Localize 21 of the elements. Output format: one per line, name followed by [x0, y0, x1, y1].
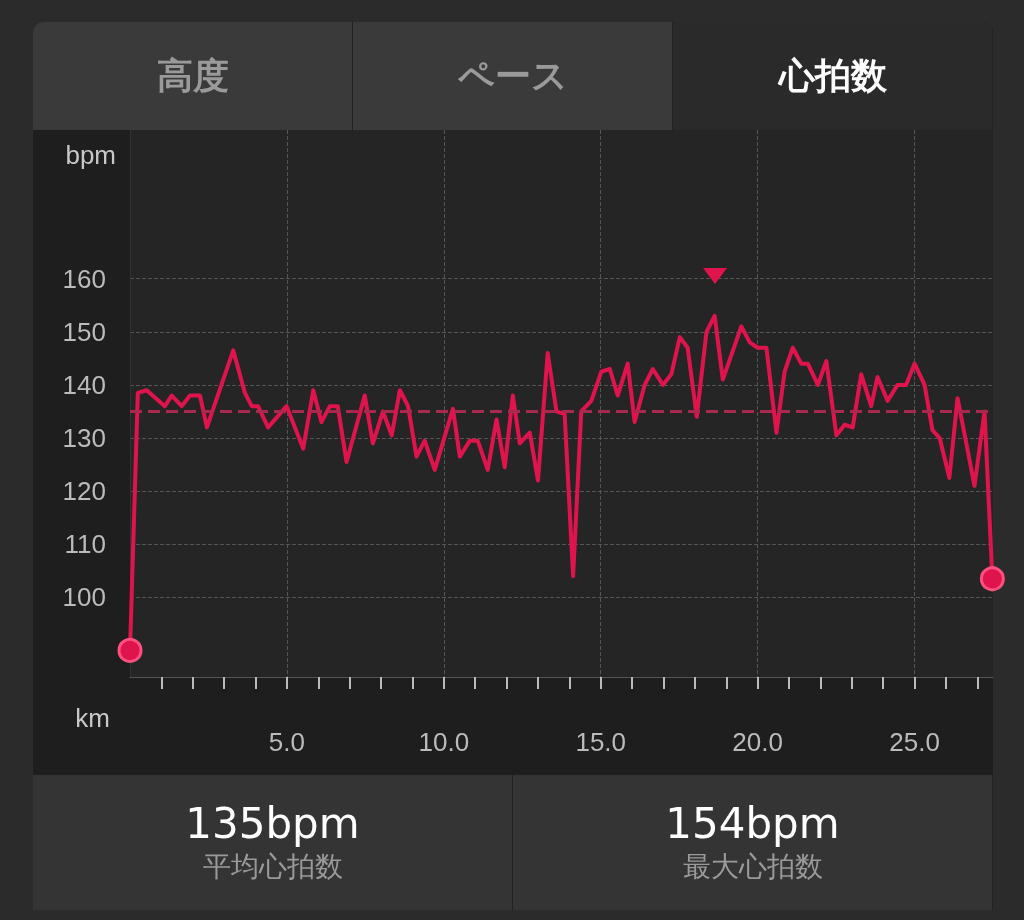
text: ペース: [353, 22, 673, 130]
y-tick-label: 130: [62, 423, 106, 454]
y-tick-label: 110: [64, 529, 106, 560]
x-tick-label: 10.0: [418, 727, 470, 757]
text: 最大心拍数: [682, 849, 823, 885]
y-tick-label: 100: [62, 582, 106, 613]
text: 平均心拍数: [202, 849, 343, 885]
text: 高度: [33, 22, 353, 130]
x-tick-label: 5.0: [268, 727, 305, 757]
text: 135bpm: [185, 799, 360, 848]
x-tick-label: 25.0: [889, 727, 940, 757]
y-tick-label: 150: [62, 316, 106, 347]
text: 心拍数: [673, 22, 993, 130]
text: 154bpm: [665, 799, 840, 848]
y-tick-label: 140: [62, 369, 106, 400]
y-axis-title: bpm: [65, 140, 116, 170]
x-axis-title: km: [75, 703, 110, 733]
x-tick-label: 20.0: [732, 727, 783, 757]
y-tick-label: 160: [62, 263, 106, 294]
x-tick-label: 15.0: [575, 727, 627, 757]
y-tick-label: 120: [62, 476, 106, 507]
